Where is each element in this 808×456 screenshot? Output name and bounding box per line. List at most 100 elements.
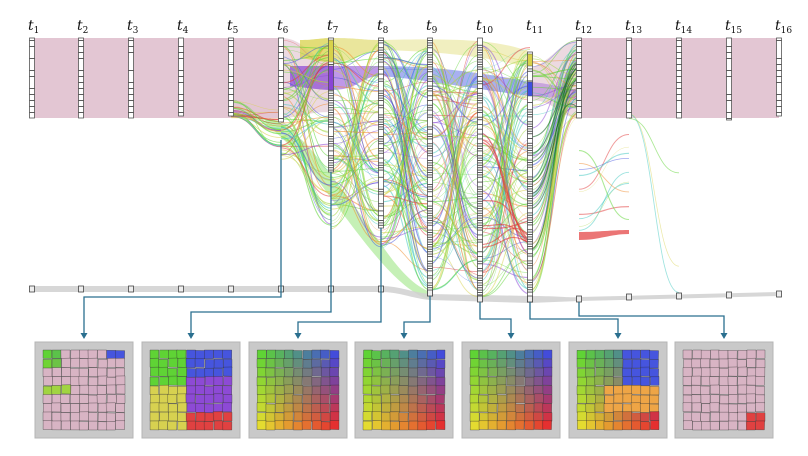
flow-line: [330, 157, 382, 185]
flow-line: [429, 142, 481, 256]
flow-line: [578, 146, 630, 192]
flow-line: [479, 192, 531, 208]
flow-line: [479, 68, 531, 124]
flow-line: [429, 220, 481, 279]
time-label-9: t9: [426, 18, 438, 36]
flow-line: [429, 94, 481, 110]
flow-line: [380, 152, 431, 159]
snapshot-t12: [674, 341, 774, 439]
time-axis-13: [626, 37, 632, 119]
flow-line: [280, 64, 332, 86]
flow-line: [429, 47, 481, 196]
flow-line: [429, 91, 481, 94]
flow-line: [380, 195, 431, 205]
flow-line: [479, 132, 531, 242]
flow-line: [529, 92, 580, 109]
flow-line: [479, 47, 531, 86]
axis-bottom-box: [477, 295, 483, 303]
flow-line: [479, 172, 531, 218]
flow-line: [330, 62, 382, 87]
connector-t11: [529, 302, 619, 334]
flow-line: [380, 51, 431, 146]
flow-line: [380, 184, 431, 288]
flow-line: [380, 65, 431, 137]
flow-line: [280, 119, 332, 133]
axis-bottom-box: [626, 293, 632, 301]
flow-line: [529, 112, 580, 281]
flow-line: [330, 104, 382, 185]
flow-line: [479, 259, 531, 273]
snapshot-panels: [34, 341, 774, 439]
flow-line: [380, 130, 431, 273]
flow-line: [479, 49, 531, 69]
time-axis-4: [178, 37, 184, 117]
flow-line: [479, 231, 531, 262]
time-label-11: t11: [526, 18, 543, 36]
flow-line: [529, 39, 580, 75]
flow-line: [529, 74, 580, 210]
flow-line: [230, 101, 282, 111]
flow-line: [529, 95, 580, 108]
connector-arrow-t7: [187, 333, 195, 339]
flow-line: [330, 124, 382, 145]
flow-line: [529, 112, 580, 245]
flow-line: [380, 121, 431, 147]
flow-line: [479, 92, 531, 154]
flow-line: [479, 199, 531, 245]
flow-line: [380, 179, 431, 196]
flow-line: [380, 88, 431, 170]
snapshot-t11: [568, 341, 668, 439]
flow-line: [429, 220, 481, 244]
flow-line: [330, 94, 382, 126]
axis-bottom-box: [726, 291, 732, 299]
flow-line: [380, 144, 431, 233]
flow-line: [230, 115, 282, 120]
flow-line: [330, 147, 382, 177]
axis-highlight-blue: [527, 81, 533, 97]
connector-arrow-t9: [400, 333, 408, 339]
flow-line: [628, 113, 680, 293]
flow-line: [380, 114, 431, 139]
flow-line: [429, 80, 481, 154]
flow-line: [429, 101, 481, 248]
flow-line: [330, 59, 382, 106]
flow-line: [529, 89, 580, 108]
flow-line: [529, 75, 580, 294]
flow-line: [429, 109, 481, 261]
snapshot-connectors: [80, 140, 728, 339]
flow-line: [330, 158, 382, 160]
flow-line: [280, 107, 332, 178]
axis-highlight-yellow: [328, 39, 334, 63]
flow-line: [280, 147, 332, 197]
pink-band-left: [32, 38, 281, 118]
flow-line: [280, 95, 332, 195]
flow-line: [330, 55, 382, 105]
time-axis-12: [576, 37, 582, 119]
flow-line: [429, 120, 481, 182]
flow-line: [479, 212, 531, 297]
axis-bottom-box: [676, 292, 682, 300]
flow-line: [380, 226, 431, 234]
flow-line: [280, 39, 332, 66]
flow-line: [429, 93, 481, 124]
time-label-13: t13: [625, 18, 642, 36]
flow-line: [529, 51, 580, 160]
connector-arrow-t10: [507, 333, 515, 339]
time-axis-15: [726, 37, 732, 121]
flow-line: [628, 118, 680, 174]
flow-line: [479, 139, 531, 247]
time-label-10: t10: [476, 18, 493, 36]
flow-line: [578, 182, 630, 220]
flow-line: [529, 102, 580, 116]
flow-line: [479, 263, 531, 279]
flow-line: [280, 136, 332, 226]
flow-line: [280, 69, 332, 83]
flow-line: [330, 154, 382, 162]
flow-line: [280, 143, 332, 156]
time-label-8: t8: [377, 18, 389, 36]
flow-line: [429, 51, 481, 232]
flow-line: [479, 76, 531, 81]
time-axis-8: [378, 37, 384, 229]
flow-line: [280, 46, 332, 49]
flow-line: [429, 118, 481, 158]
